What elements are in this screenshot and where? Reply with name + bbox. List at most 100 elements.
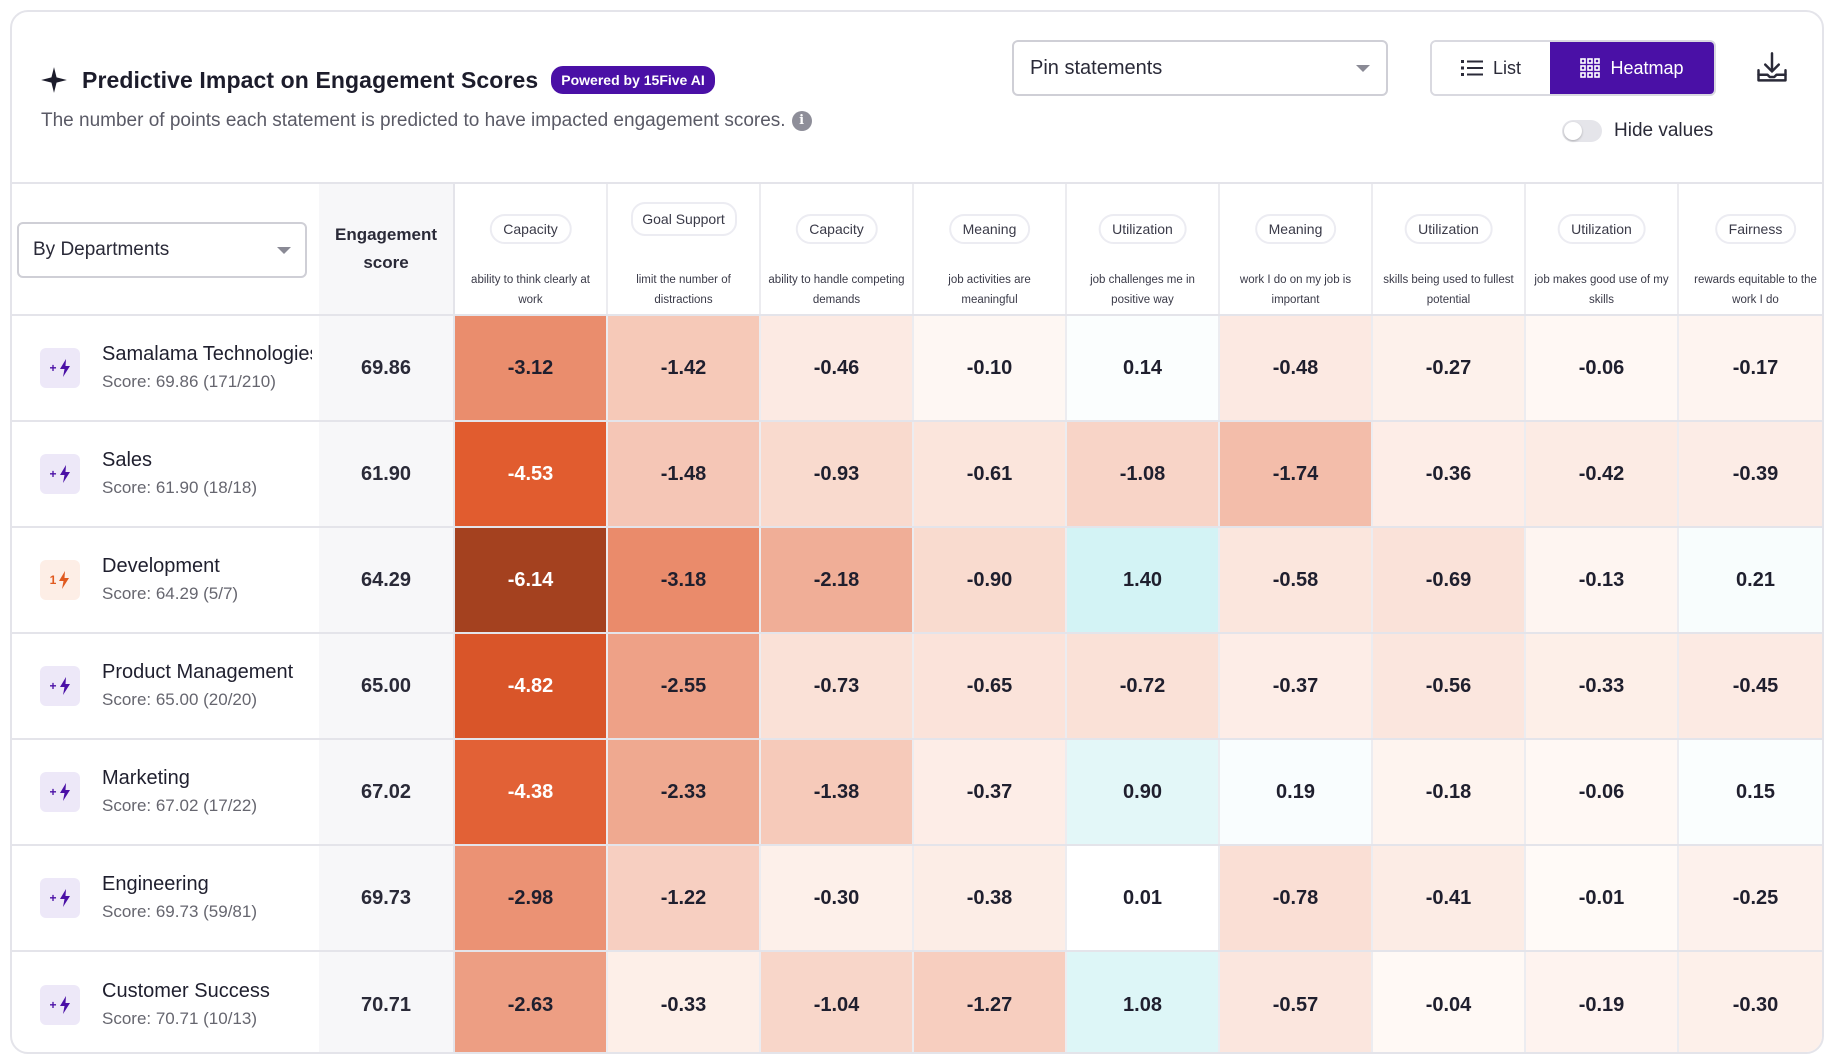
heatmap-cell[interactable]: -3.18 — [608, 528, 761, 632]
heatmap-cell[interactable]: -0.93 — [761, 422, 914, 526]
impact-icon[interactable]: + — [40, 772, 80, 812]
heatmap-cell[interactable]: -0.18 — [1373, 740, 1526, 844]
heatmap-cell[interactable]: -1.38 — [761, 740, 914, 844]
heatmap-cell[interactable]: -1.74 — [1220, 422, 1373, 526]
heatmap-cell[interactable]: -2.18 — [761, 528, 914, 632]
table-row[interactable]: + Product Management Score: 65.00 (20/20) 6… — [12, 634, 1822, 740]
heatmap-cell[interactable]: -0.73 — [761, 634, 914, 738]
department-name[interactable]: Samalama Technologies — [102, 343, 312, 365]
heatmap-cell[interactable]: 1.40 — [1067, 528, 1220, 632]
department-name[interactable]: Product Management — [102, 661, 294, 683]
heatmap-cell[interactable]: -0.38 — [914, 846, 1067, 950]
heatmap-cell[interactable]: -0.01 — [1526, 846, 1679, 950]
heatmap-cell[interactable]: -2.33 — [608, 740, 761, 844]
heatmap-cell[interactable]: -0.42 — [1526, 422, 1679, 526]
heatmap-cell[interactable]: -1.22 — [608, 846, 761, 950]
heatmap-cell[interactable]: -0.04 — [1373, 952, 1526, 1052]
heatmap-cell[interactable]: -1.04 — [761, 952, 914, 1052]
heatmap-cell[interactable]: -0.46 — [761, 316, 914, 420]
list-view-button[interactable]: List — [1432, 42, 1550, 94]
department-name[interactable]: Marketing — [102, 767, 190, 789]
heatmap-cell[interactable]: -4.53 — [455, 422, 608, 526]
department-name[interactable]: Development — [102, 555, 220, 577]
heatmap-cell[interactable]: -0.65 — [914, 634, 1067, 738]
heatmap-cell[interactable]: 0.21 — [1679, 528, 1822, 632]
heatmap-cell[interactable]: -0.58 — [1220, 528, 1373, 632]
impact-icon[interactable]: + — [40, 454, 80, 494]
heatmap-cell[interactable]: -0.69 — [1373, 528, 1526, 632]
heatmap-cell[interactable]: -4.82 — [455, 634, 608, 738]
heatmap-cell[interactable]: -6.14 — [455, 528, 608, 632]
heatmap-cell[interactable]: -2.98 — [455, 846, 608, 950]
heatmap-cell[interactable]: -0.45 — [1679, 634, 1822, 738]
heatmap-cell[interactable]: -0.37 — [1220, 634, 1373, 738]
impact-icon[interactable]: + — [40, 985, 80, 1025]
toggle-switch[interactable] — [1562, 120, 1602, 142]
table-row[interactable]: + Customer Success Score: 70.71 (10/13) 70.… — [12, 952, 1822, 1052]
heatmap-cell[interactable]: -3.12 — [455, 316, 608, 420]
heatmap-cell[interactable]: -0.30 — [761, 846, 914, 950]
heatmap-cell[interactable]: -0.27 — [1373, 316, 1526, 420]
statement-header[interactable]: Utilization job challenges me in positive… — [1067, 184, 1220, 314]
heatmap-cell[interactable]: 0.14 — [1067, 316, 1220, 420]
group-by-select[interactable]: By Departments — [17, 222, 307, 278]
heatmap-cell[interactable]: -0.33 — [1526, 634, 1679, 738]
heatmap-cell[interactable]: -0.39 — [1679, 422, 1822, 526]
heatmap-cell[interactable]: 0.19 — [1220, 740, 1373, 844]
impact-icon[interactable]: 1 — [40, 560, 80, 600]
heatmap-cell[interactable]: -1.27 — [914, 952, 1067, 1052]
heatmap-cell[interactable]: -0.30 — [1679, 952, 1822, 1052]
department-name[interactable]: Customer Success — [102, 980, 270, 1002]
heatmap-cell[interactable]: -0.13 — [1526, 528, 1679, 632]
heatmap-cell[interactable]: -0.10 — [914, 316, 1067, 420]
heatmap-cell[interactable]: -0.90 — [914, 528, 1067, 632]
statement-header[interactable]: Capacity ability to think clearly at work — [455, 184, 608, 314]
heatmap-cell[interactable]: -2.63 — [455, 952, 608, 1052]
table-row[interactable]: + Sales Score: 61.90 (18/18) 61.90 -4.53 -1.4… — [12, 422, 1822, 528]
statement-header[interactable]: Meaning job activities are meaningful — [914, 184, 1067, 314]
heatmap-cell[interactable]: -0.19 — [1526, 952, 1679, 1052]
heatmap-cell[interactable]: -1.48 — [608, 422, 761, 526]
impact-icon[interactable]: + — [40, 666, 80, 706]
statement-header[interactable]: Fairness rewards equitable to the work I … — [1679, 184, 1822, 314]
statement-header[interactable]: Meaning work I do on my job is important — [1220, 184, 1373, 314]
table-row[interactable]: + Marketing Score: 67.02 (17/22) 67.02 -4.38… — [12, 740, 1822, 846]
heatmap-cell[interactable]: -0.25 — [1679, 846, 1822, 950]
statement-header[interactable]: Utilization skills being used to fullest … — [1373, 184, 1526, 314]
heatmap-cell[interactable]: -0.06 — [1526, 740, 1679, 844]
heatmap-cell[interactable]: 0.01 — [1067, 846, 1220, 950]
heatmap-cell[interactable]: -0.78 — [1220, 846, 1373, 950]
heatmap-cell[interactable]: -1.42 — [608, 316, 761, 420]
heatmap-cell[interactable]: -2.55 — [608, 634, 761, 738]
table-row[interactable]: + Engineering Score: 69.73 (59/81) 69.73 -2.… — [12, 846, 1822, 952]
heatmap-cell[interactable]: -0.17 — [1679, 316, 1822, 420]
pin-statements-select[interactable]: Pin statements — [1012, 40, 1388, 96]
heatmap-cell[interactable]: -1.08 — [1067, 422, 1220, 526]
department-name[interactable]: Sales — [102, 449, 153, 471]
impact-icon[interactable]: + — [40, 878, 80, 918]
heatmap-view-button[interactable]: Heatmap — [1550, 42, 1714, 94]
download-icon[interactable] — [1754, 50, 1790, 86]
heatmap-cell[interactable]: -0.48 — [1220, 316, 1373, 420]
statement-header[interactable]: Capacity ability to handle competing dema… — [761, 184, 914, 314]
heatmap-cell[interactable]: -0.56 — [1373, 634, 1526, 738]
heatmap-cell[interactable]: -0.33 — [608, 952, 761, 1052]
department-name[interactable]: Engineering — [102, 873, 209, 895]
statement-header[interactable]: Goal Support limit the number of distract… — [608, 184, 761, 314]
heatmap-cell[interactable]: -4.38 — [455, 740, 608, 844]
info-icon[interactable]: i — [791, 111, 812, 131]
table-row[interactable]: 1 Development Score: 64.29 (5/7) 64.29 -6.14… — [12, 528, 1822, 634]
hide-values-toggle[interactable]: Hide values — [1562, 120, 1713, 142]
heatmap-cell[interactable]: 1.08 — [1067, 952, 1220, 1052]
statement-header[interactable]: Utilization job makes good use of my skil… — [1526, 184, 1679, 314]
table-row[interactable]: + Samalama Technologies Score: 69.86 (171/… — [12, 316, 1822, 422]
heatmap-cell[interactable]: -0.36 — [1373, 422, 1526, 526]
heatmap-cell[interactable]: -0.57 — [1220, 952, 1373, 1052]
heatmap-cell[interactable]: -0.61 — [914, 422, 1067, 526]
heatmap-cell[interactable]: -0.41 — [1373, 846, 1526, 950]
impact-icon[interactable]: + — [40, 348, 80, 388]
heatmap-cell[interactable]: -0.37 — [914, 740, 1067, 844]
heatmap-cell[interactable]: 0.15 — [1679, 740, 1822, 844]
heatmap-cell[interactable]: -0.06 — [1526, 316, 1679, 420]
heatmap-cell[interactable]: -0.72 — [1067, 634, 1220, 738]
